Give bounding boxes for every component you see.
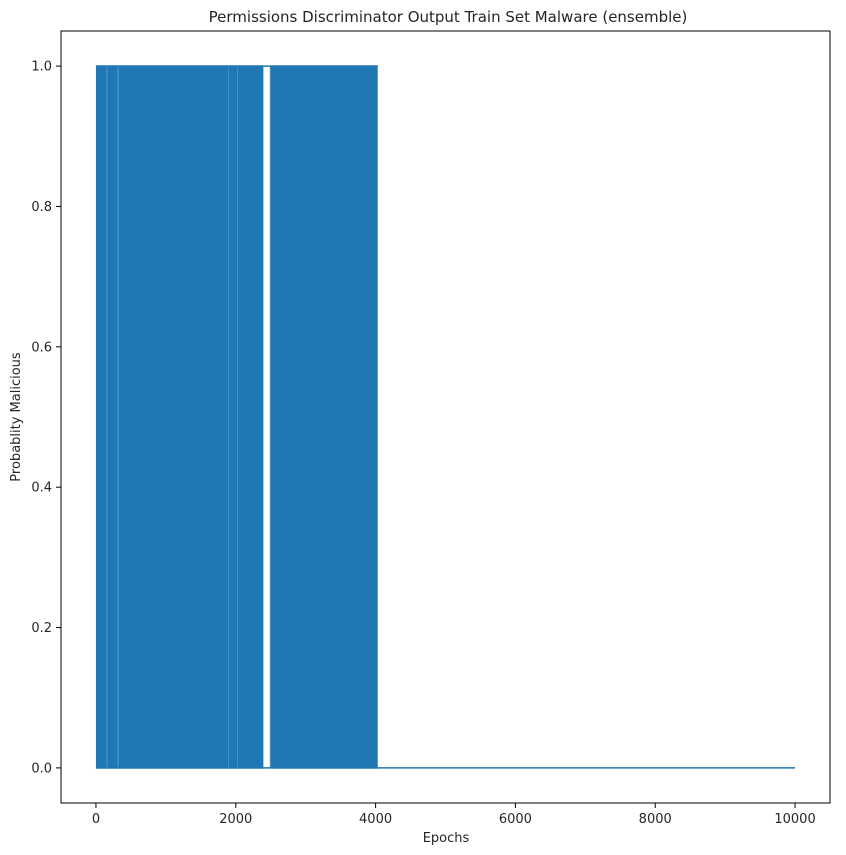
series-oscillation-block [95, 65, 107, 769]
x-tick-label: 8000 [639, 812, 672, 827]
x-tick-label: 6000 [499, 812, 532, 827]
y-tick-label: 0.2 [31, 621, 52, 636]
y-axis-label: Probablity Malicious [9, 352, 24, 482]
y-tick-label: 0.8 [31, 200, 52, 215]
x-tick-label: 0 [92, 812, 100, 827]
y-tick-label: 0.6 [31, 340, 52, 355]
series-oscillation-block [107, 65, 118, 769]
x-tick-label: 2000 [219, 812, 252, 827]
x-axis-ticks: 0 2000 4000 6000 8000 10000 [92, 803, 816, 827]
y-axis-ticks: 0.0 0.2 0.4 0.6 0.8 1.0 [31, 60, 61, 776]
series-oscillation-block [118, 65, 228, 769]
series-oscillation-block [270, 65, 378, 769]
series-layer [95, 65, 796, 769]
series-oscillation-block [237, 65, 264, 769]
series-oscillation-block [228, 65, 238, 769]
x-tick-label: 10000 [774, 812, 815, 827]
y-tick-label: 0.4 [31, 481, 52, 496]
y-tick-label: 0.0 [31, 761, 52, 776]
chart-title: Permissions Discriminator Output Train S… [209, 8, 688, 26]
y-tick-label: 1.0 [31, 60, 52, 75]
x-tick-label: 4000 [359, 812, 392, 827]
x-axis-label: Epochs [423, 831, 470, 846]
